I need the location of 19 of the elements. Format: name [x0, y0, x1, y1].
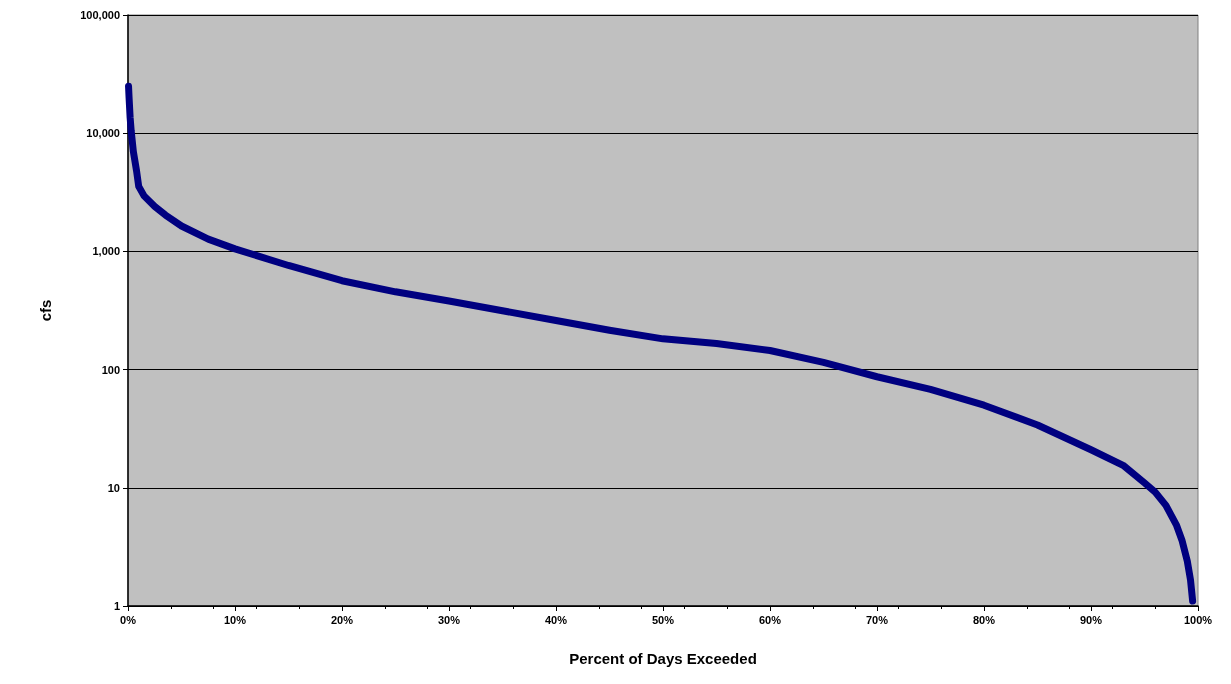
y-tick-label: 100	[101, 363, 120, 376]
x-tick-label: 70%	[865, 613, 889, 626]
y-tick-label: 1	[113, 600, 120, 612]
x-tick-label: 80%	[972, 613, 996, 626]
x-tick-label: 50%	[651, 613, 675, 626]
x-tick-label: 60%	[758, 613, 782, 626]
y-axis-title: cfs	[37, 299, 54, 322]
y-tick-label: 10	[107, 481, 120, 494]
y-tick-label: 100,000	[80, 9, 120, 21]
x-tick-label: 20%	[330, 613, 354, 626]
x-tick-label: 100%	[1183, 613, 1213, 626]
x-tick-label: 30%	[437, 613, 461, 626]
x-tick-label: 10%	[223, 613, 247, 626]
x-tick-label: 90%	[1079, 613, 1103, 626]
x-tick-label: 40%	[544, 613, 568, 626]
x-axis-title: Percent of Days Exceeded	[569, 650, 757, 667]
y-tick-label: 1,000	[92, 245, 120, 258]
y-tick-label: 10,000	[86, 127, 120, 140]
x-tick-label: 0%	[120, 613, 137, 626]
